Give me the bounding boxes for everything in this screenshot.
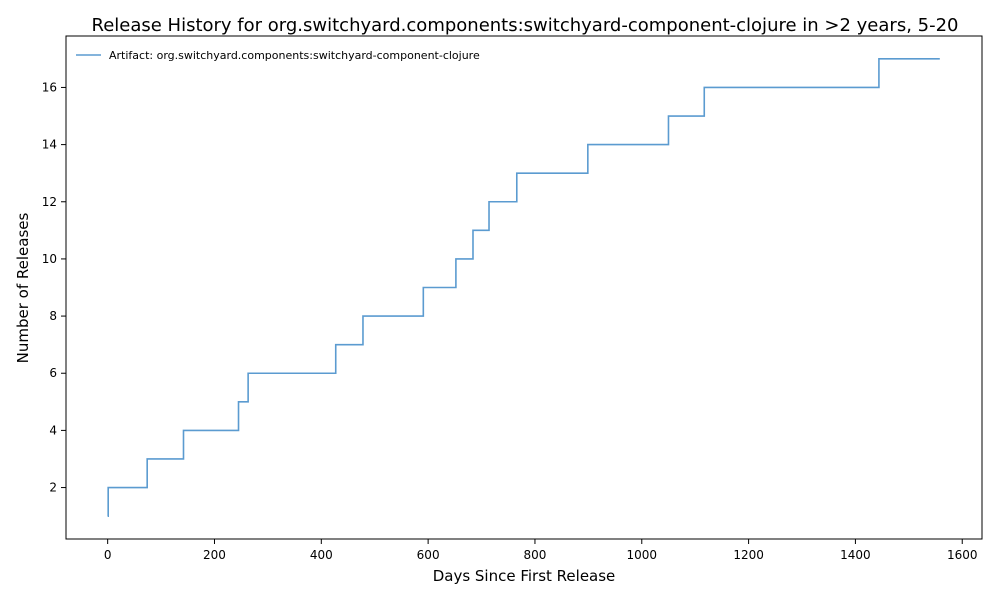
legend: Artifact: org.switchyard.components:swit… [76,49,480,62]
y-tick-label: 14 [42,138,57,152]
y-tick-label: 12 [42,195,57,209]
plot-area: 0 200 400 600 800 1000 1200 1400 1600 2 4 6 8 10 12 14… [42,35,983,562]
x-axis-label: Days Since First Release [433,567,616,585]
y-axis-ticks: 2 4 6 8 10 12 14 16 [42,80,66,495]
y-tick-label: 4 [49,423,57,437]
x-tick-label: 0 [104,548,112,562]
x-tick-label: 400 [310,548,333,562]
y-tick-label: 8 [49,309,57,323]
x-tick-label: 1600 [947,548,978,562]
x-tick-label: 1000 [626,548,657,562]
legend-series-label: Artifact: org.switchyard.components:swit… [109,49,480,62]
chart-title: Release History for org.switchyard.compo… [92,15,959,36]
y-tick-label: 10 [42,252,57,266]
y-tick-label: 16 [42,80,57,94]
series-layer [107,58,940,517]
plot-frame [65,35,983,540]
y-tick-label: 2 [49,481,57,495]
y-axis-label: Number of Releases [14,212,32,363]
x-axis-ticks: 0 200 400 600 800 1000 1200 1400 1600 [104,539,978,562]
x-tick-label: 1400 [840,548,871,562]
x-tick-label: 600 [417,548,440,562]
x-tick-label: 800 [523,548,546,562]
series-line [107,58,940,517]
x-tick-label: 200 [203,548,226,562]
y-tick-label: 6 [49,366,57,380]
x-tick-label: 1200 [733,548,764,562]
